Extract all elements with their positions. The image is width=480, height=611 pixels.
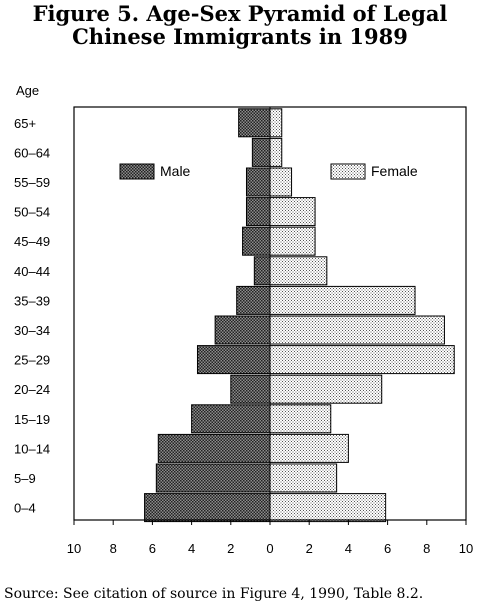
male-bar <box>214 315 271 345</box>
female-bar <box>269 285 416 315</box>
age-group-label: 0–4 <box>14 501 36 516</box>
x-tick-label: 8 <box>110 541 117 556</box>
age-group-label: 5–9 <box>14 471 36 486</box>
female-bar <box>269 433 349 463</box>
y-axis-label: Age <box>16 83 39 98</box>
x-tick-label: 4 <box>188 541 195 556</box>
age-group-label: 65+ <box>14 116 36 131</box>
male-bar <box>238 108 271 138</box>
male-bar <box>242 226 271 256</box>
female-bar <box>269 463 338 493</box>
chart-title-line-1: Figure 5. Age-Sex Pyramid of Legal <box>32 1 448 26</box>
age-group-label: 35–39 <box>14 293 50 308</box>
male-bar <box>230 374 271 404</box>
age-group-label: 15–19 <box>14 412 50 427</box>
male-bar <box>191 404 271 434</box>
age-group-label: 25–29 <box>14 353 50 368</box>
x-tick-label: 0 <box>266 541 273 556</box>
x-tick-label: 4 <box>345 541 352 556</box>
female-bar <box>269 315 445 345</box>
male-bar <box>251 137 271 167</box>
legend-female-swatch <box>330 163 366 180</box>
age-group-label: 20–24 <box>14 382 50 397</box>
age-group-label: 50–54 <box>14 205 50 220</box>
male-bar <box>196 345 271 375</box>
x-tick-label: 2 <box>306 541 313 556</box>
legend-female-label: Female <box>371 163 418 179</box>
female-bar <box>269 226 316 256</box>
chart-title: Figure 5. Age-Sex Pyramid of Legal Chine… <box>0 2 480 48</box>
age-group-label: 30–34 <box>14 323 50 338</box>
age-group-label: 40–44 <box>14 264 50 279</box>
male-bar <box>144 493 271 523</box>
male-bar <box>245 197 271 227</box>
age-group-label: 45–49 <box>14 234 50 249</box>
legend-male-label: Male <box>160 163 191 179</box>
female-bar <box>269 137 283 167</box>
age-group-label: 60–64 <box>14 145 50 160</box>
legend-male-swatch <box>119 163 155 180</box>
male-bar <box>236 285 271 315</box>
x-tick-label: 8 <box>423 541 430 556</box>
female-bar <box>269 493 387 523</box>
x-tick-label: 6 <box>384 541 391 556</box>
plot-frame <box>73 106 467 521</box>
male-bar <box>253 256 271 286</box>
female-bar <box>269 404 332 434</box>
male-bar <box>155 463 271 493</box>
chart-title-line-2: Chinese Immigrants in 1989 <box>72 24 408 49</box>
female-bar <box>269 108 283 138</box>
female-bar <box>269 256 328 286</box>
female-bar <box>269 374 383 404</box>
male-bar <box>157 433 271 463</box>
female-bar <box>269 167 293 197</box>
source-note: Source: See citation of source in Figure… <box>4 586 424 602</box>
age-group-label: 10–14 <box>14 441 50 456</box>
age-group-label: 55–59 <box>14 175 50 190</box>
x-tick-label: 6 <box>149 541 156 556</box>
x-tick-label: 10 <box>459 541 473 556</box>
female-bar <box>269 197 316 227</box>
x-tick-label: 2 <box>227 541 234 556</box>
male-bar <box>245 167 271 197</box>
x-tick-label: 10 <box>67 541 81 556</box>
female-bar <box>269 345 455 375</box>
